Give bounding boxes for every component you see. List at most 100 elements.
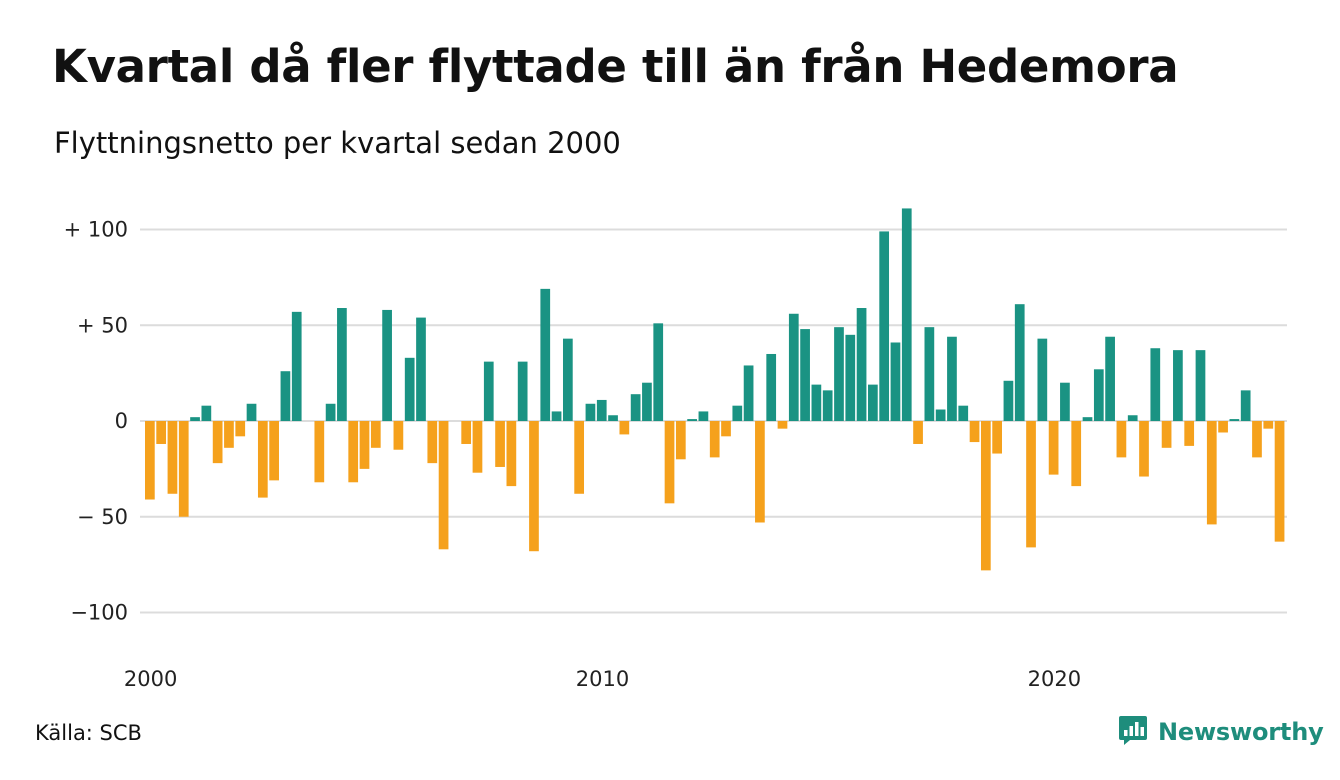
bars (145, 208, 1285, 571)
bar (777, 421, 788, 429)
bar (1263, 421, 1274, 429)
y-tick-label: − 50 (77, 505, 128, 529)
bar (1116, 421, 1127, 458)
bar (574, 421, 585, 494)
bar (1206, 421, 1217, 525)
bar (879, 231, 890, 421)
bar (1014, 304, 1025, 421)
bar (438, 421, 449, 550)
bar (257, 421, 268, 498)
bar (755, 421, 765, 523)
bar (529, 421, 539, 552)
bar (393, 421, 404, 450)
bar (732, 405, 743, 421)
bar (178, 421, 189, 517)
bar (280, 371, 291, 421)
bar (992, 421, 1002, 454)
bar (1252, 421, 1262, 458)
bar (1229, 419, 1240, 421)
brand-logo: Newsworthy (1118, 714, 1324, 750)
bar (788, 313, 799, 421)
chart-bubble-icon (1118, 714, 1148, 750)
bar (551, 411, 562, 421)
x-tick-label: 2010 (576, 667, 629, 691)
bar (1003, 380, 1014, 421)
x-tick-label: 2000 (124, 667, 177, 691)
y-tick-label: 0 (115, 409, 128, 433)
bar (1060, 382, 1070, 421)
bar (1048, 421, 1059, 475)
bar (653, 323, 664, 421)
bar (687, 419, 697, 421)
bar (969, 421, 980, 443)
bar (483, 361, 494, 421)
bar (1274, 421, 1285, 542)
bar (495, 421, 505, 467)
bar (370, 421, 381, 448)
bar (1026, 421, 1036, 548)
bar (642, 382, 652, 421)
bar (709, 421, 720, 458)
bar (721, 421, 731, 437)
bar (1195, 350, 1206, 421)
bar (314, 421, 325, 483)
bar (359, 421, 370, 469)
bar (1161, 421, 1172, 448)
bar (246, 403, 257, 421)
bar (404, 357, 415, 422)
bar (958, 405, 969, 421)
bar (811, 384, 822, 421)
bar (664, 421, 675, 504)
bar (1082, 417, 1093, 421)
bar (596, 399, 607, 422)
bar (156, 421, 167, 444)
bar (630, 394, 641, 421)
bar (1150, 348, 1161, 421)
bar (619, 421, 630, 435)
y-tick-label: + 50 (77, 313, 128, 337)
bar (913, 421, 923, 444)
bar (766, 353, 777, 422)
source-note: Källa: SCB (35, 721, 142, 745)
bar (269, 421, 279, 481)
bar (1093, 369, 1104, 421)
bar (562, 338, 573, 421)
bar (675, 421, 686, 460)
bar (190, 417, 200, 421)
bar (845, 334, 856, 421)
bar (472, 421, 483, 473)
bar (822, 390, 833, 421)
bar (1127, 415, 1138, 421)
bar (924, 327, 935, 421)
bar (935, 409, 946, 421)
bar (1037, 338, 1048, 421)
bar (698, 411, 709, 421)
bar (1218, 421, 1228, 433)
bar (901, 208, 912, 421)
chart-title: Kvartal då fler flyttade till än från He… (52, 40, 1179, 93)
bar (291, 311, 302, 422)
bar (201, 405, 212, 421)
bar (980, 421, 991, 571)
bar (416, 317, 426, 421)
bar (585, 403, 596, 421)
bar (1071, 421, 1082, 487)
bar (212, 421, 223, 464)
bar (540, 288, 551, 421)
x-axis-ticks: 2000 2010 2020 (124, 667, 1081, 691)
bar (1184, 421, 1195, 446)
bar (890, 342, 901, 422)
bar (856, 308, 867, 421)
bar (743, 365, 754, 421)
bar (1240, 390, 1251, 421)
brand-name: Newsworthy (1158, 718, 1324, 746)
bar (1105, 336, 1115, 421)
y-tick-label: + 100 (64, 218, 128, 242)
bar (337, 308, 347, 421)
x-tick-label: 2020 (1028, 667, 1081, 691)
bar (947, 336, 957, 421)
bar (382, 309, 392, 421)
bar (224, 421, 234, 448)
bar (461, 421, 472, 444)
bar (608, 415, 618, 421)
